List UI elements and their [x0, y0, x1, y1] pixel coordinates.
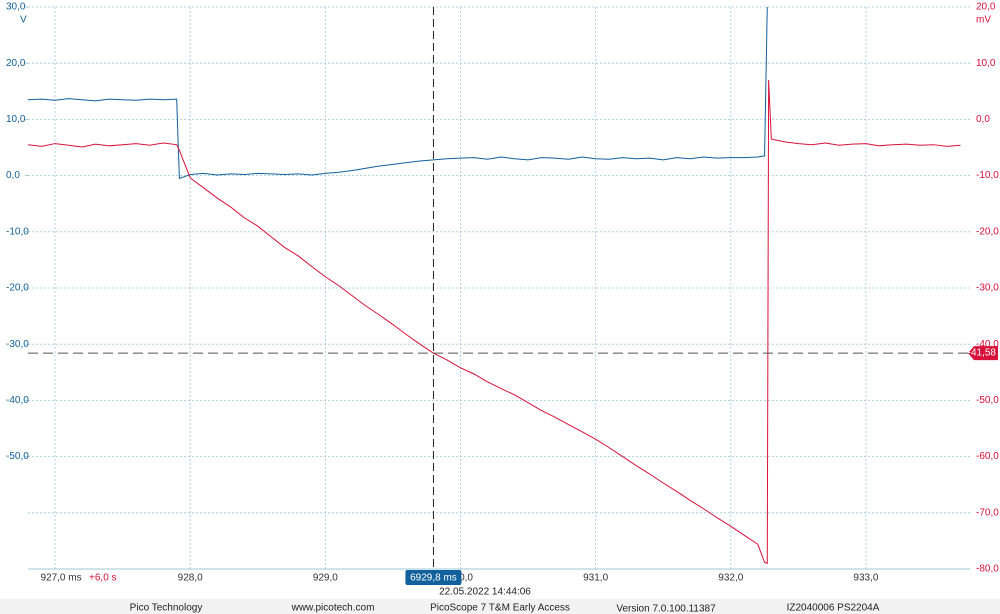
y2-tick-label: 10,0: [976, 58, 996, 69]
y-tick-label: -30,0: [6, 339, 29, 350]
cursor-x-badge: [405, 570, 462, 585]
x-offset-label: +6,0 s: [89, 573, 117, 584]
y2-tick-label: -80,0: [976, 564, 999, 575]
footer-company: Pico Technology: [130, 603, 203, 614]
y2-tick-label: -60,0: [976, 451, 999, 462]
x-tick-label: 927,0 ms: [40, 573, 81, 584]
y2-tick-label: 20,0: [976, 2, 996, 13]
x-tick-label: 932,0: [718, 573, 743, 584]
footer-version: Version 7.0.100.11387: [616, 604, 716, 614]
y2-axis-unit: mV: [976, 15, 991, 26]
y-tick-label: -20,0: [6, 283, 29, 294]
y2-tick-label: -30,0: [976, 283, 999, 294]
x-tick-label: 929,0: [313, 573, 338, 584]
y2-tick-label: -10,0: [976, 170, 999, 181]
footer-product: PicoScope 7 T&M Early Access: [430, 603, 570, 614]
y-tick-label: -40,0: [6, 395, 29, 406]
y2-tick-label: 0,0: [976, 114, 990, 125]
y2-tick-label: -20,0: [976, 226, 999, 237]
x-tick-label: 933,0: [853, 573, 878, 584]
cursor-y2-badge: [968, 346, 998, 361]
y-tick-label: 0,0: [6, 170, 20, 181]
y2-tick-label: -70,0: [976, 507, 999, 518]
footer-website: www.picotech.com: [291, 603, 375, 614]
trace: [28, 80, 961, 565]
footer-bar: [0, 599, 1000, 614]
footer-timestamp: 22.05.2022 14:44:06: [439, 587, 531, 598]
cursor-y2-label: -41,58: [968, 348, 997, 359]
traces: [28, 6, 961, 565]
y-tick-label: -50,0: [6, 451, 29, 462]
x-tick-label: 931,0: [583, 573, 608, 584]
y2-tick-label: -50,0: [976, 395, 999, 406]
y-tick-label: 10,0: [6, 114, 26, 125]
footer-device: IZ2040006 PS2204A: [787, 603, 880, 614]
trace: [28, 6, 768, 180]
y-tick-label: -10,0: [6, 226, 29, 237]
y-axis-unit: V: [20, 15, 27, 26]
y-tick-label: 20,0: [6, 58, 26, 69]
y-tick-label: 30,0: [6, 2, 26, 13]
cursor-x-label: 6929,8 ms: [410, 573, 457, 584]
y2-tick-label: -40,0: [976, 339, 999, 350]
x-tick-label: 928,0: [178, 573, 203, 584]
